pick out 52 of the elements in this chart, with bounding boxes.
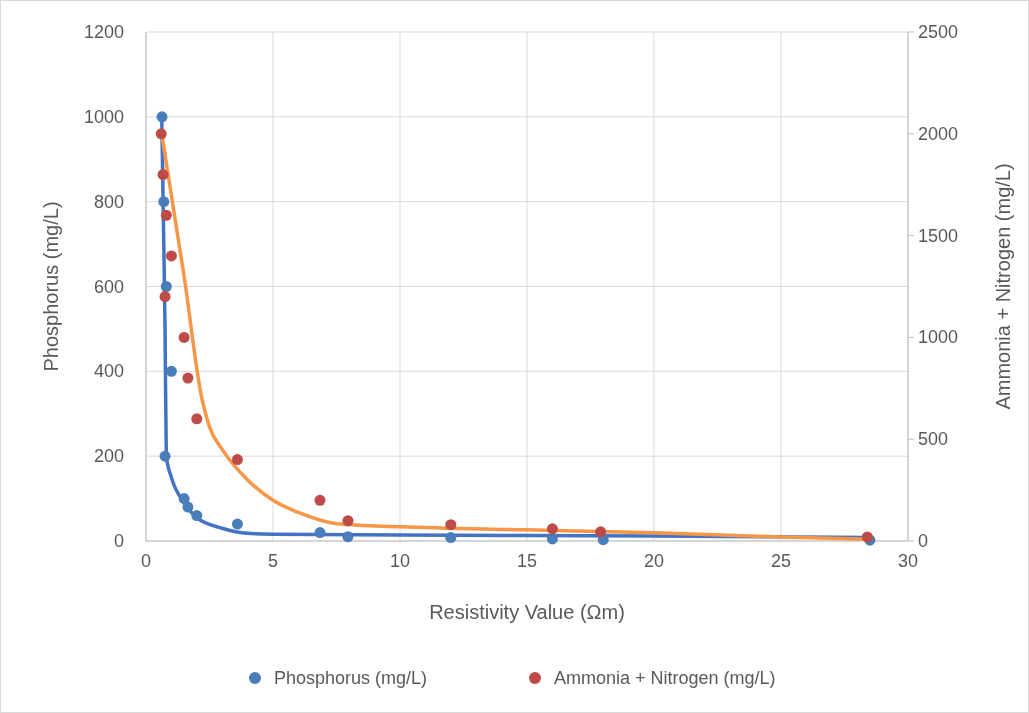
y-tick-label: 800 xyxy=(93,191,124,212)
x-axis-title: Resistivity Value (Ωm) xyxy=(429,601,625,623)
y-tick-label: 1200 xyxy=(83,22,124,42)
point xyxy=(155,128,167,140)
point xyxy=(546,523,558,535)
y-tick-label: 400 xyxy=(93,361,124,382)
x-tick-label: 30 xyxy=(897,551,919,571)
legend-label: Phosphorus (mg/L) xyxy=(274,668,428,688)
point xyxy=(165,250,177,262)
point xyxy=(159,450,171,462)
y-axis-title: Phosphorus (mg/L) xyxy=(40,201,62,372)
point xyxy=(546,533,558,545)
point xyxy=(231,518,243,530)
y-tick-label: 1000 xyxy=(83,106,124,127)
y2-tick-label: 500 xyxy=(918,429,949,450)
x-tick-label: 0 xyxy=(140,551,152,571)
point xyxy=(156,111,168,123)
y2-axis-title: Ammonia + Nitrogen (mg/L) xyxy=(992,163,1014,410)
point xyxy=(314,527,326,539)
y2-tick-label: 2000 xyxy=(918,123,959,144)
point xyxy=(191,413,203,425)
y2-tick-label: 1500 xyxy=(918,225,959,246)
x-tick-label: 15 xyxy=(516,551,538,571)
point xyxy=(191,510,203,522)
point xyxy=(231,454,243,466)
point xyxy=(445,519,457,531)
point xyxy=(178,493,190,505)
point xyxy=(158,196,170,208)
point xyxy=(157,169,169,181)
legend-label: Ammonia + Nitrogen (mg/L) xyxy=(554,668,776,688)
point xyxy=(160,209,172,221)
y-tick-label: 600 xyxy=(93,276,124,297)
point xyxy=(314,494,326,506)
y2-tick-label: 2500 xyxy=(918,22,959,42)
point xyxy=(159,291,171,303)
y-tick-label: 200 xyxy=(93,446,124,467)
y2-tick-label: 1000 xyxy=(918,327,959,348)
y2-tick-label: 0 xyxy=(918,531,929,551)
point xyxy=(182,501,194,513)
x-tick-label: 20 xyxy=(643,551,665,571)
point xyxy=(165,365,177,377)
point xyxy=(178,331,190,343)
point xyxy=(445,532,457,544)
point xyxy=(182,372,194,384)
y-tick-label: 0 xyxy=(113,531,124,551)
point xyxy=(595,526,607,538)
x-tick-label: 10 xyxy=(389,551,411,571)
x-tick-label: 25 xyxy=(770,551,792,571)
point xyxy=(342,531,354,543)
point xyxy=(342,515,354,527)
x-tick-label: 5 xyxy=(267,551,279,571)
point xyxy=(160,281,172,292)
